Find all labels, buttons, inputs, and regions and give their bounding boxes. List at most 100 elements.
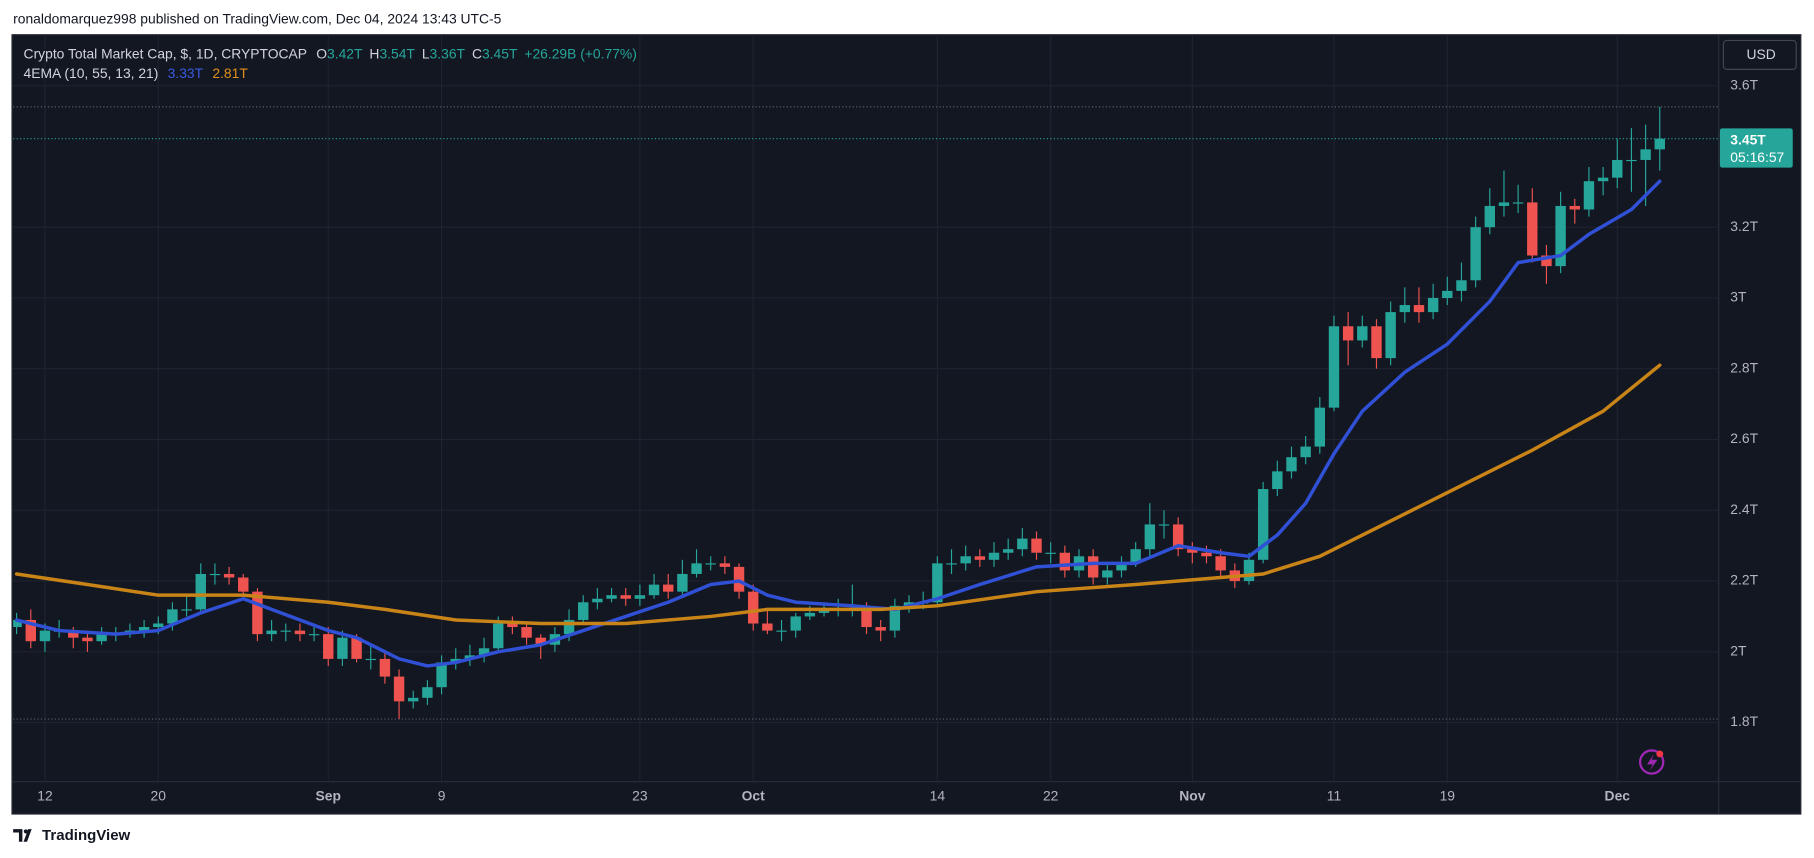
candle-body bbox=[1328, 326, 1340, 408]
candle-body bbox=[195, 573, 206, 610]
candle-body bbox=[1017, 538, 1028, 550]
grid bbox=[13, 34, 1719, 782]
candle-body bbox=[223, 573, 235, 578]
low-key: L bbox=[422, 45, 430, 61]
candle-body bbox=[138, 627, 150, 631]
candle-body bbox=[663, 584, 674, 592]
y-tick-label: 3.6T bbox=[1730, 76, 1758, 92]
high-value: 3.54T bbox=[379, 45, 415, 61]
candle-body bbox=[1456, 280, 1467, 291]
candle-body bbox=[1286, 457, 1297, 472]
candle-body bbox=[733, 566, 745, 592]
x-tick-label: 23 bbox=[632, 787, 648, 803]
candle-body bbox=[1187, 549, 1198, 553]
y-tick-label: 3.2T bbox=[1730, 218, 1758, 234]
candle-body bbox=[861, 609, 872, 628]
candle-body bbox=[1612, 159, 1623, 178]
candle-body bbox=[1300, 446, 1311, 458]
candle-body bbox=[1257, 489, 1269, 560]
candle-body bbox=[521, 627, 532, 638]
candle-body bbox=[960, 556, 971, 564]
indicator-line: 4EMA (10, 55, 13, 21) 3.33T 2.81T bbox=[24, 65, 249, 81]
candle-body bbox=[1272, 471, 1283, 490]
candle-body bbox=[889, 605, 901, 631]
candle-body bbox=[932, 563, 943, 603]
candle-body bbox=[1314, 407, 1326, 447]
close-key: C bbox=[472, 45, 482, 61]
candle-body bbox=[946, 563, 957, 565]
candle-body bbox=[1243, 559, 1255, 582]
candle-body bbox=[1158, 524, 1170, 526]
legend-line: Crypto Total Market Cap, $, 1D, CRYPTOCA… bbox=[24, 45, 637, 61]
candle-body bbox=[379, 658, 391, 677]
price-tag bbox=[1719, 128, 1793, 168]
candle-body bbox=[493, 623, 504, 649]
candle-body bbox=[393, 676, 405, 702]
candle-body bbox=[691, 563, 702, 574]
candle-body bbox=[351, 637, 362, 659]
x-tick-label: 19 bbox=[1440, 787, 1456, 803]
candle-body bbox=[1399, 305, 1411, 313]
candle-body bbox=[13, 619, 22, 628]
candle-body bbox=[209, 573, 221, 576]
candle-body bbox=[1045, 552, 1056, 554]
candle-body bbox=[252, 591, 263, 635]
ema-slow-value: 2.81T bbox=[212, 65, 248, 81]
x-tick-label: 22 bbox=[1043, 787, 1059, 803]
axes: 3.6T 3.2T 3T 2.8T 2.6T 2.4T 2.2T 2T 1.8T 12 20 Sep 9… bbox=[37, 76, 1793, 803]
candle-body bbox=[1470, 227, 1481, 281]
candle-body bbox=[804, 612, 816, 617]
candle-body bbox=[818, 609, 830, 613]
candle-body bbox=[1371, 326, 1382, 359]
candle-body bbox=[1172, 524, 1184, 550]
x-tick-label: Oct bbox=[742, 787, 765, 803]
candle-body bbox=[1130, 549, 1141, 564]
close-value: 3.45T bbox=[482, 45, 518, 61]
candle-body bbox=[365, 658, 376, 661]
y-tick-label: 2T bbox=[1730, 642, 1747, 658]
candle-body bbox=[705, 563, 716, 565]
candle-body bbox=[535, 637, 546, 645]
candle-body bbox=[280, 630, 291, 632]
candle-body bbox=[677, 573, 688, 592]
attribution: ronaldomarquez998 published on TradingVi… bbox=[13, 10, 501, 26]
candle-body bbox=[1640, 149, 1651, 160]
alert-icon[interactable] bbox=[1638, 749, 1665, 775]
candle-body bbox=[39, 630, 51, 642]
currency-button[interactable] bbox=[1722, 39, 1797, 70]
candle-body bbox=[563, 619, 575, 635]
candle-body bbox=[337, 637, 348, 659]
candle-body bbox=[450, 658, 461, 663]
candle-body bbox=[294, 630, 306, 635]
candle-body bbox=[1116, 563, 1127, 571]
high-key: H bbox=[369, 45, 379, 61]
open-key: O bbox=[316, 45, 327, 61]
candle-body bbox=[308, 634, 320, 636]
candle-body bbox=[578, 602, 589, 620]
x-tick-label: 20 bbox=[151, 787, 167, 803]
chart-frame bbox=[11, 34, 1802, 815]
candle-body bbox=[1569, 205, 1580, 210]
x-tick-label: Sep bbox=[316, 787, 341, 803]
candle-body bbox=[507, 623, 518, 628]
x-tick-label: 12 bbox=[37, 787, 53, 803]
candle-body bbox=[648, 584, 660, 596]
candle-body bbox=[1385, 312, 1396, 359]
candle-body bbox=[323, 634, 334, 659]
footer-logo bbox=[13, 829, 32, 842]
candle-body bbox=[634, 595, 646, 599]
candle-body bbox=[1144, 524, 1156, 550]
y-tick-label: 1.8T bbox=[1730, 713, 1758, 729]
candle-body bbox=[464, 655, 476, 659]
candle-body bbox=[181, 609, 192, 611]
candle-body bbox=[606, 595, 617, 599]
candle-body bbox=[1357, 326, 1368, 341]
candle-body bbox=[790, 616, 801, 631]
symbol: Crypto Total Market Cap, $, 1D, CRYPTOCA… bbox=[24, 45, 307, 61]
change: +26.29B (+0.77%) bbox=[524, 45, 637, 61]
candle-body bbox=[1512, 202, 1524, 204]
candle-body bbox=[1527, 202, 1538, 256]
candle-body bbox=[408, 697, 419, 702]
